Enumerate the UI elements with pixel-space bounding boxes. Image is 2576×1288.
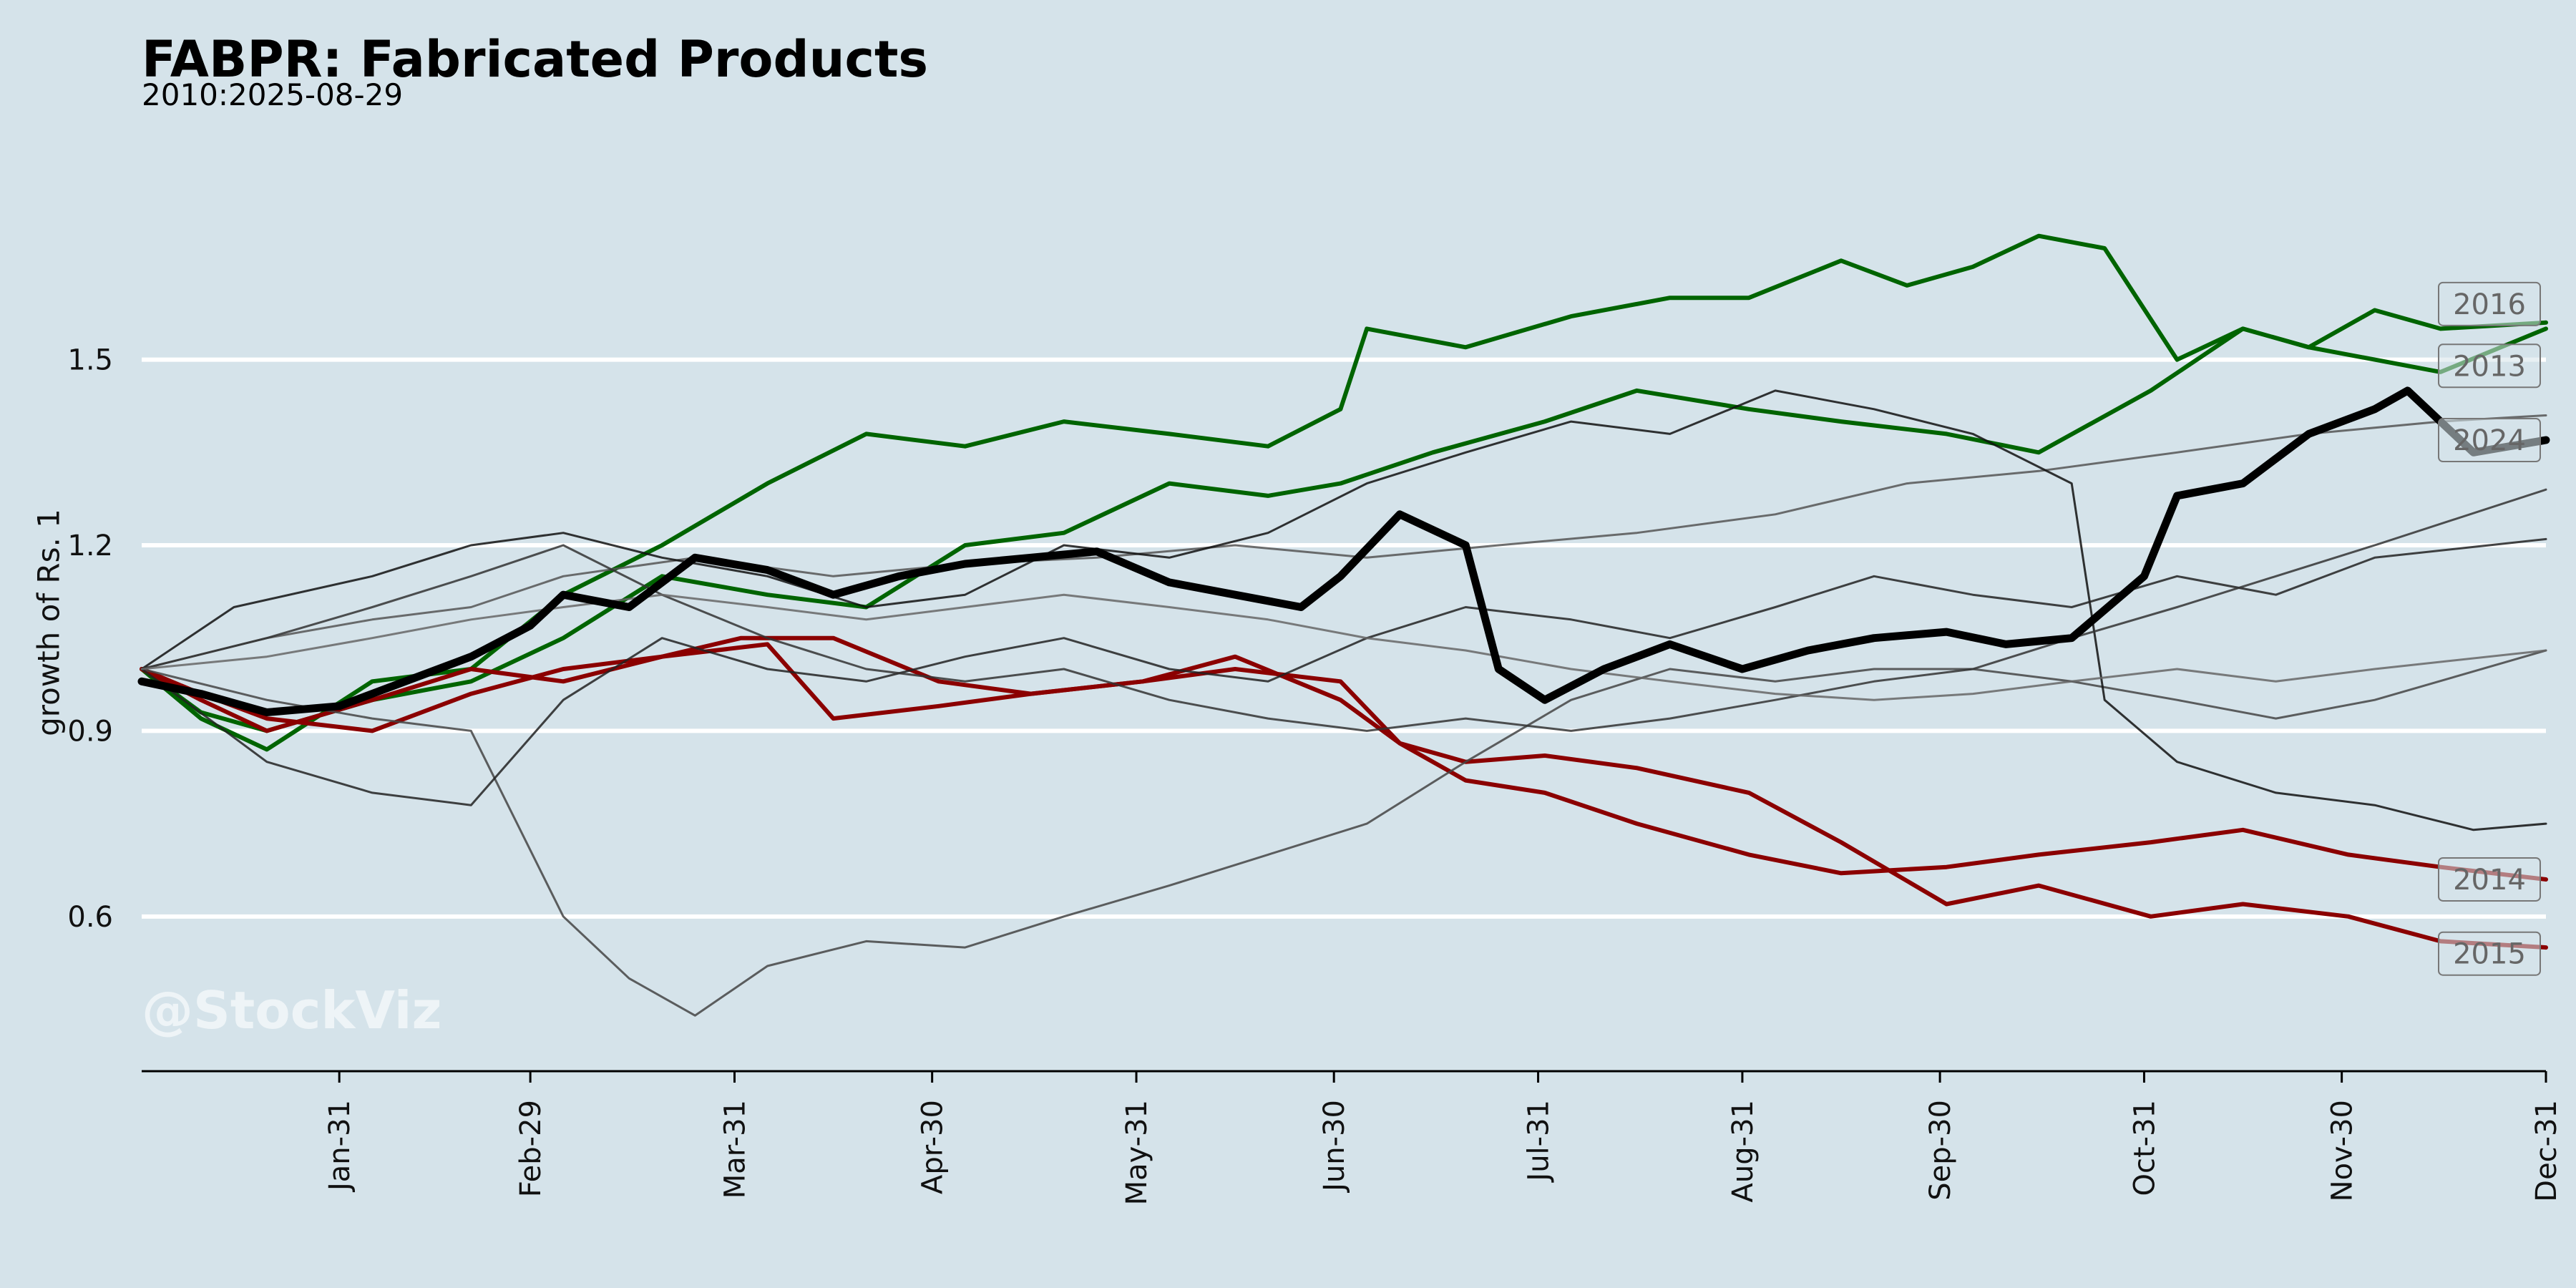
series-label-box (2438, 281, 2541, 326)
x-tick-label: Feb-29 (514, 1100, 547, 1197)
series-line-unlabeled (140, 389, 2547, 831)
x-tick-label: Jul-31 (1523, 1100, 1556, 1184)
x-tick-label: Mar-31 (718, 1100, 751, 1199)
series-label: 2015 (2453, 938, 2526, 971)
series-label: 2024 (2453, 424, 2526, 457)
x-tick-label: Nov-30 (2326, 1100, 2359, 1201)
series-line-2024 (137, 386, 2550, 716)
series-label: 2014 (2453, 864, 2526, 897)
y-axis-label: growth of Rs. 1 (31, 509, 67, 736)
watermark: @StockViz (142, 980, 442, 1040)
chart-subtitle: 2010:2025-08-29 (142, 77, 404, 112)
series-label: 2013 (2453, 350, 2526, 383)
x-tick-label: Jan-31 (323, 1100, 356, 1193)
y-tick-label: 0.9 (67, 715, 113, 748)
series-line-2015 (140, 642, 2548, 950)
y-tick-labels: 0.6 0.9 1.2 1.5 (67, 344, 113, 934)
series-line-2014 (140, 635, 2548, 882)
x-tick-label: Aug-31 (1727, 1100, 1760, 1202)
x-tick-label: Jun-30 (1318, 1100, 1351, 1194)
series-line-unlabeled (140, 649, 2547, 1017)
series-line-unlabeled (140, 537, 2547, 806)
y-tick-label: 1.5 (67, 344, 113, 377)
series-label-box (2438, 931, 2541, 976)
series-lines (137, 233, 2550, 1017)
x-tick-label: Dec-31 (2530, 1100, 2563, 1202)
series-line-2013 (140, 308, 2548, 733)
y-tick-label: 0.6 (67, 901, 113, 934)
series-label-box (2438, 418, 2541, 463)
x-tick-label: Sep-30 (1924, 1100, 1957, 1201)
chart-title: FABPR: Fabricated Products (142, 30, 929, 89)
x-tick-label: Oct-31 (2128, 1100, 2161, 1196)
x-axis: Jan-31 Feb-29 Mar-31 Apr-30 May-31 Jun-30 Jul-… (142, 1070, 2563, 1205)
series-label-box (2438, 343, 2541, 389)
series-label: 2016 (2453, 288, 2526, 321)
series-label-box (2438, 857, 2541, 902)
series-line-unlabeled (140, 488, 2547, 732)
y-tick-label: 1.2 (67, 530, 113, 562)
series-line-unlabeled (140, 414, 2547, 670)
x-tick-label: May-31 (1121, 1100, 1153, 1205)
x-tick-label: Apr-30 (917, 1100, 950, 1194)
series-end-labels: 2016 2013 2024 2014 2015 (2438, 281, 2541, 976)
